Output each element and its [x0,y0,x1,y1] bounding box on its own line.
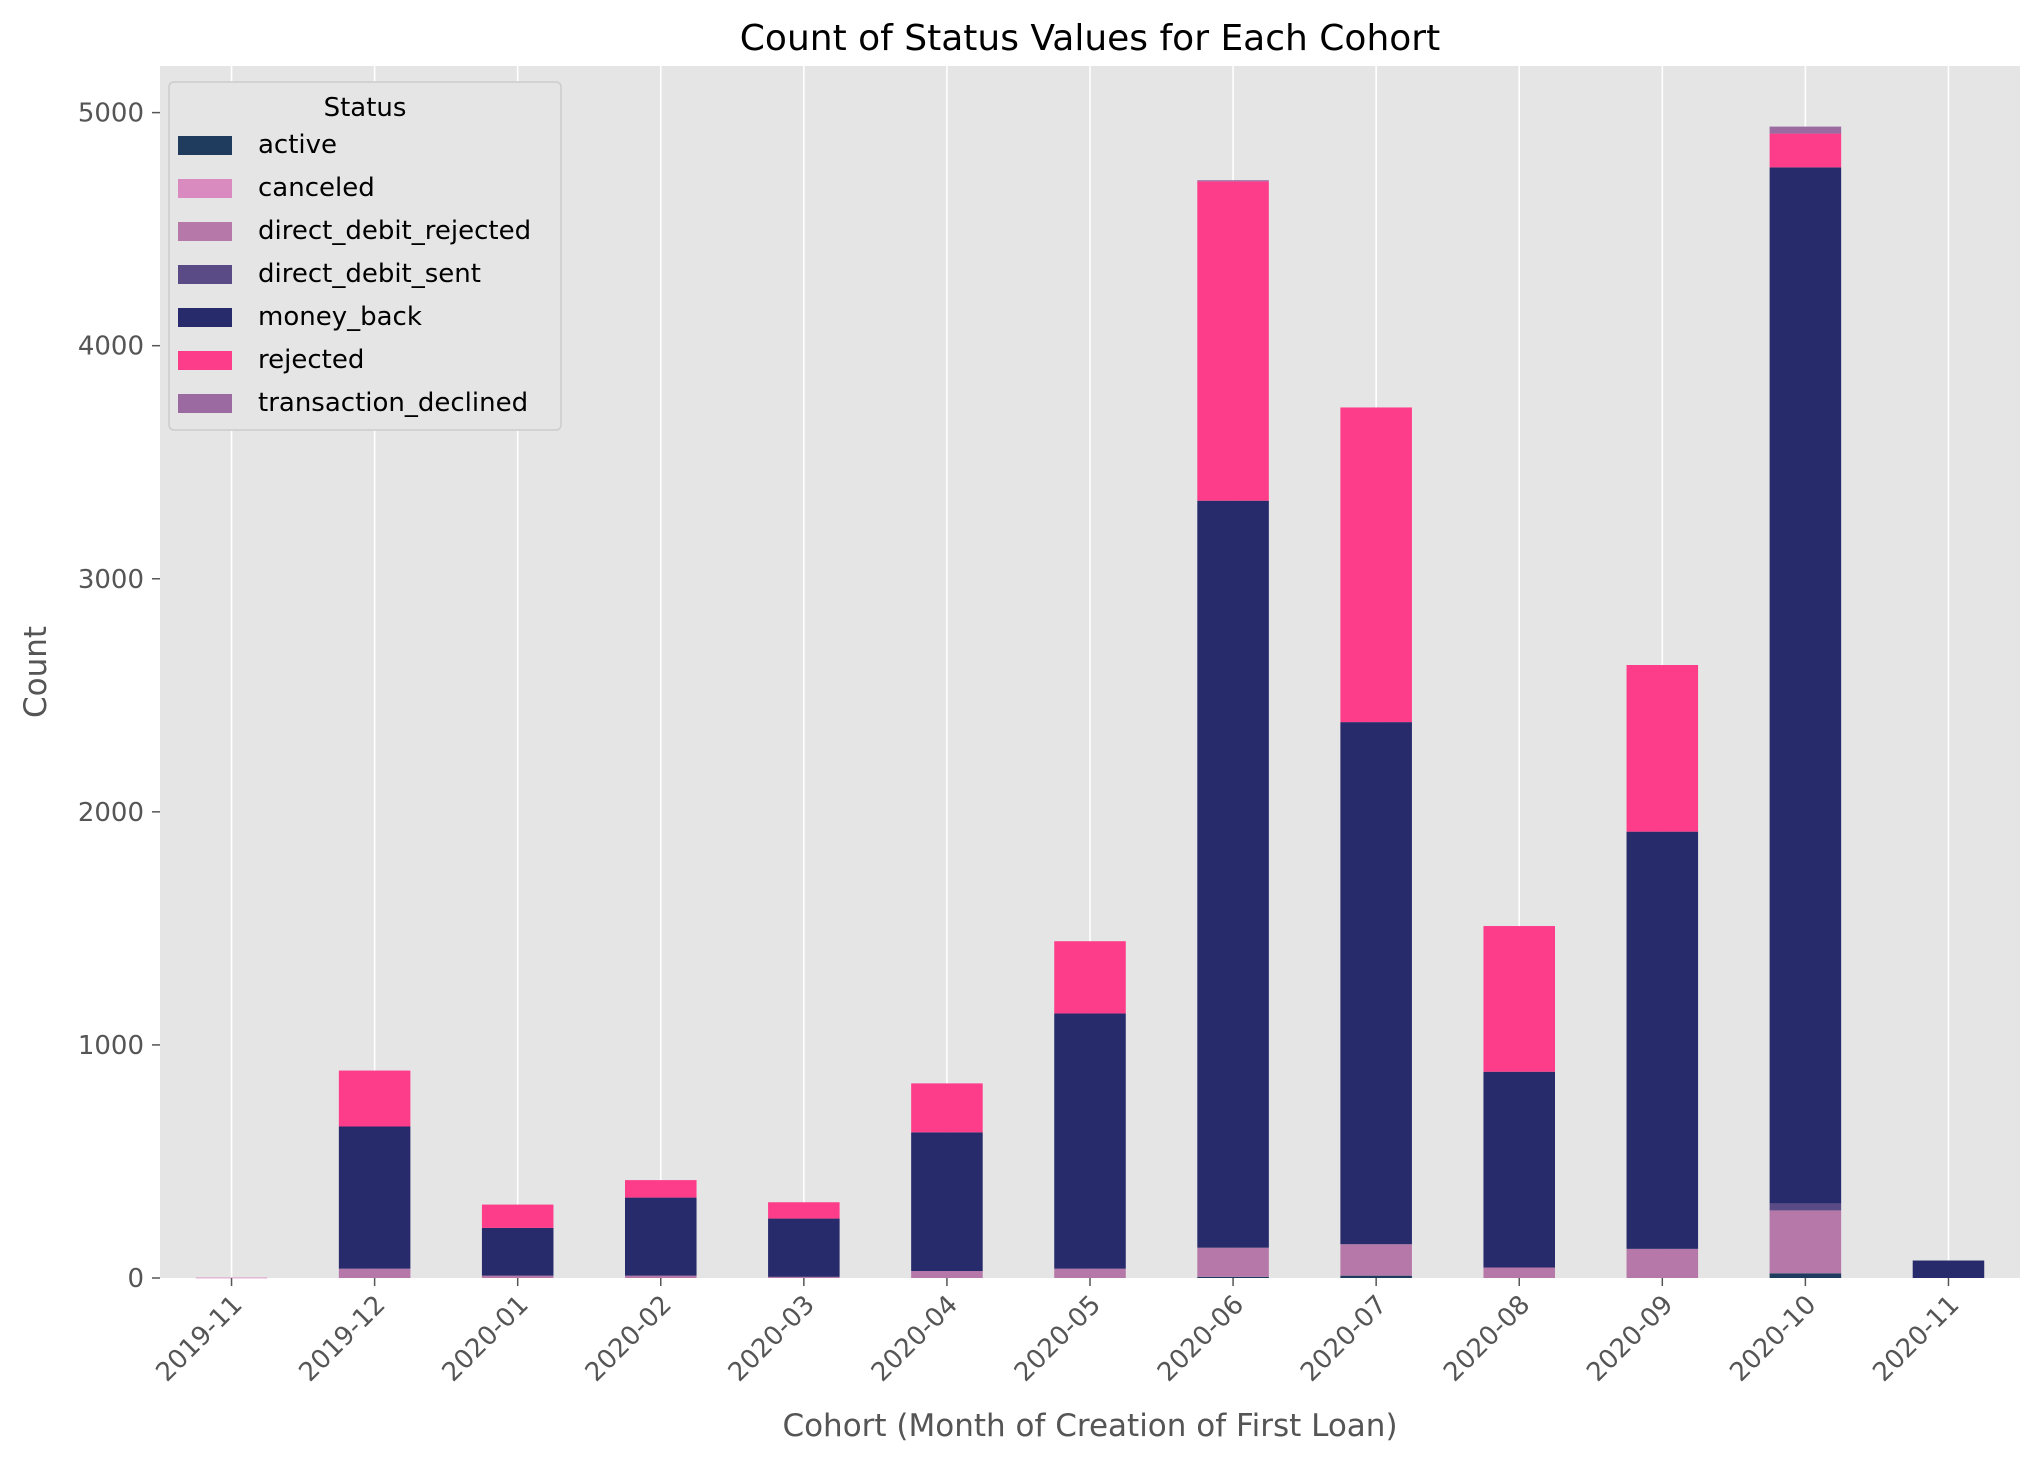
bar-segment [1197,1247,1269,1277]
bar-segment [338,1268,411,1278]
bar-segment [1769,1210,1842,1274]
legend-swatch [178,179,232,198]
legend-swatch [178,394,232,413]
legend-swatch [178,136,232,155]
legend: Status active canceled direct_debit_reject… [168,81,562,431]
bar-segment [768,1218,840,1277]
legend-entry: money_back [258,302,422,332]
bar-segment [1912,1260,1985,1278]
legend-entry: transaction_declined [258,388,528,418]
y-tick-label: 1000 [78,1031,144,1061]
x-axis-label: Cohort (Month of Creation of First Loan) [782,1408,1397,1444]
bar-segment [1626,665,1699,832]
bar-segment [338,1070,411,1127]
bar-segment [1054,941,1126,1014]
bar-segment [1483,1267,1555,1278]
bar-segment [911,1271,983,1278]
legend-frame [168,81,562,431]
legend-items: active canceled direct_debit_rejecteddirec… [178,130,531,418]
bar-segment [1626,1248,1699,1278]
bar-segment [1197,180,1269,182]
bar-segment [1340,1244,1412,1276]
bar-segment [625,1275,697,1278]
y-tick-label: 5000 [78,99,144,129]
bar-segment [1340,407,1412,723]
legend-swatch [178,351,232,370]
bar-segment [481,1227,554,1276]
legend-entry: active [258,130,337,160]
y-tick-label: 4000 [78,332,144,362]
legend-title: Status [324,93,407,123]
bar-segment [911,1083,983,1133]
bar-segment [768,1202,840,1219]
bar-segment [1054,1268,1126,1278]
bar-segment [1769,126,1842,134]
y-tick-label: 0 [127,1264,144,1294]
bar-segment [1197,500,1269,1248]
legend-entry: direct_debit_sent [258,259,481,289]
bar-segment [481,1275,554,1278]
bar-segment [1054,1013,1126,1269]
y-axis-label: Count [18,626,54,718]
bar-segment [1769,1203,1842,1211]
legend-swatch [178,308,232,327]
legend-entry: canceled [258,173,375,203]
bar-segment [338,1126,411,1269]
bar-segment [1197,181,1269,501]
bar-segment [1626,831,1699,1249]
bars [195,126,1985,1279]
bar-segment [481,1204,554,1228]
bar-segment [195,1277,268,1279]
legend-entry: direct_debit_rejected [258,216,531,246]
chart-title: Count of Status Values for Each Cohort [740,18,1440,59]
legend-entry: rejected [258,345,364,375]
bar-segment [625,1180,697,1198]
bar-segment [625,1197,697,1276]
bar-segment [911,1132,983,1272]
bar-segment [1769,167,1842,1204]
y-tick-label: 2000 [78,798,144,828]
bar-segment [1197,1276,1269,1278]
legend-swatch [178,265,232,284]
bar-segment [1483,926,1555,1072]
legend-swatch [178,222,232,241]
bar-segment [1483,1071,1555,1268]
bar-segment [1340,1275,1412,1278]
bar-segment [768,1276,840,1278]
bar-segment [1769,133,1842,168]
bar-segment [1769,1273,1842,1278]
bar-segment [1340,722,1412,1245]
y-tick-label: 3000 [78,565,144,595]
